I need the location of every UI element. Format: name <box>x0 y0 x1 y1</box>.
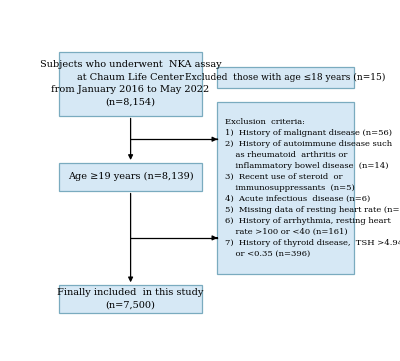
Text: Exclusion  criteria:
1)  History of malignant disease (n=56)
2)  History of auto: Exclusion criteria: 1) History of malign… <box>225 118 400 258</box>
FancyBboxPatch shape <box>59 52 202 116</box>
FancyBboxPatch shape <box>59 163 202 191</box>
Text: Excluded  those with age ≤18 years (n=15): Excluded those with age ≤18 years (n=15) <box>186 73 386 82</box>
Text: Finally included  in this study
(n=7,500): Finally included in this study (n=7,500) <box>58 288 204 310</box>
FancyBboxPatch shape <box>218 67 354 88</box>
FancyBboxPatch shape <box>59 285 202 313</box>
FancyBboxPatch shape <box>218 102 354 274</box>
Text: Subjects who underwent  NKA assay
at Chaum Life Center
from January 2016 to May : Subjects who underwent NKA assay at Chau… <box>40 60 222 107</box>
Text: Age ≥19 years (n=8,139): Age ≥19 years (n=8,139) <box>68 172 194 181</box>
